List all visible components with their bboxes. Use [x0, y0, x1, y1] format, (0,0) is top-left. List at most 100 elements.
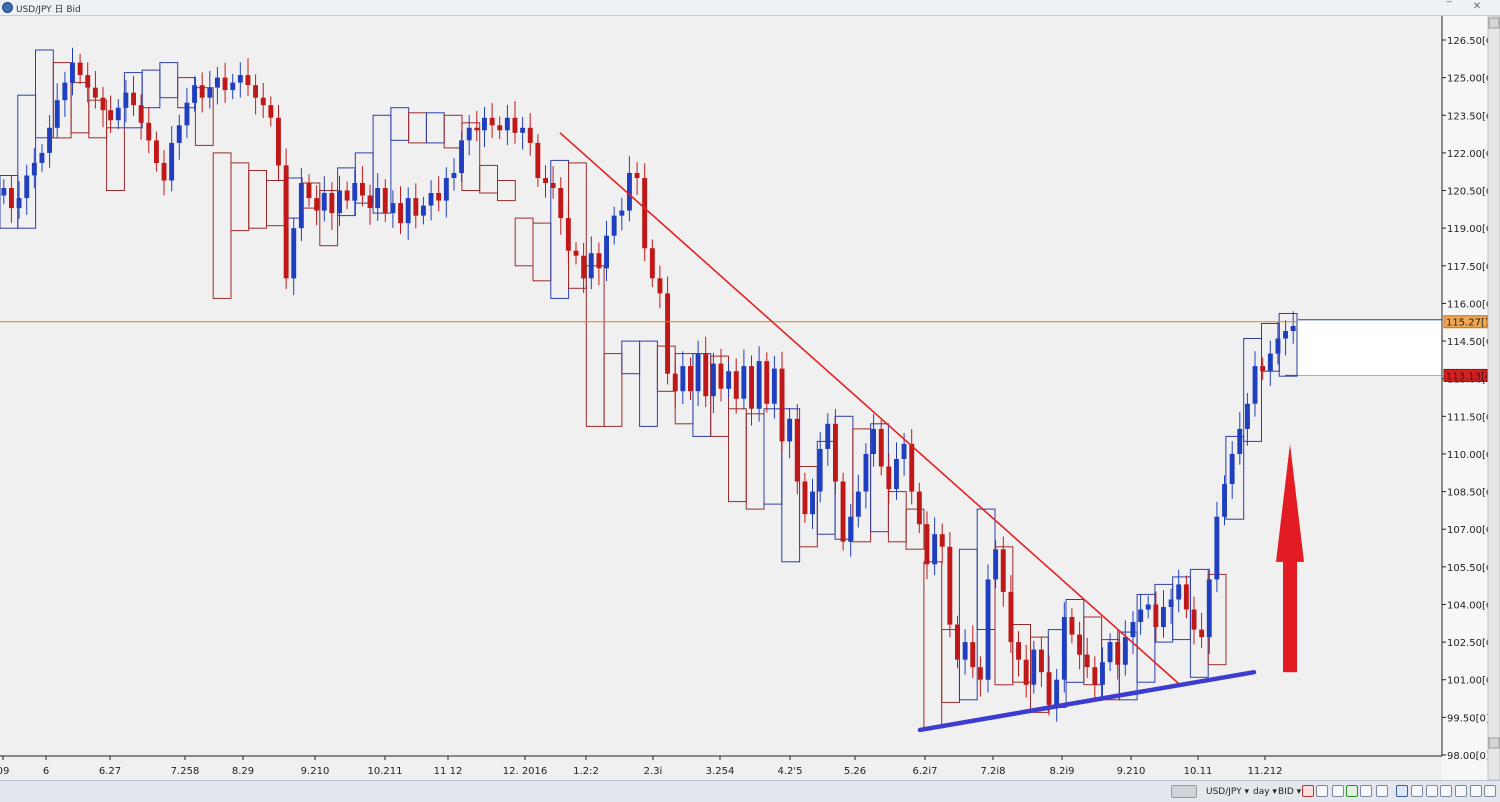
arrow-tool-icon[interactable] [1376, 785, 1388, 797]
candle-body [375, 188, 381, 209]
candle-body [649, 248, 655, 279]
candle-body [154, 140, 159, 163]
chart-toolbar: USD/JPY ▾ day ▾ BID ▾ [0, 780, 1500, 802]
candle-body [1222, 484, 1227, 517]
candle-body [924, 524, 930, 565]
candle-body [1107, 642, 1113, 663]
candle-body [1016, 642, 1021, 660]
candle-body [245, 75, 251, 86]
projection-box [1298, 320, 1442, 376]
candle-body [451, 173, 457, 178]
scroll-track [1487, 16, 1500, 780]
window-icon[interactable] [1470, 785, 1482, 797]
candle-body [314, 198, 320, 211]
window-icon[interactable] [1440, 785, 1452, 797]
candle-body [482, 117, 487, 131]
date-tick-label: 11 12 [434, 766, 463, 777]
candle-body [771, 368, 777, 404]
candle-body [642, 178, 648, 249]
candle-body [535, 142, 541, 178]
candle-body [39, 152, 45, 163]
calculator-icon[interactable] [1396, 785, 1408, 797]
crosshair-icon[interactable] [1360, 785, 1372, 797]
price-tick-label: 117.50[0] [1447, 262, 1496, 273]
price-tick-label: 125.00[0] [1447, 74, 1496, 85]
candle-body [31, 162, 37, 176]
candle-body [901, 443, 907, 459]
candle-body [108, 110, 114, 121]
low-marker-tag [1443, 368, 1488, 382]
date-tick-label: 9.210 [1117, 766, 1146, 777]
price-tick-label: 120.50[0] [1447, 187, 1496, 198]
candle-body [527, 127, 533, 143]
candle-body [260, 97, 266, 106]
weekly-range-box [372, 114, 392, 214]
candle-body [558, 188, 564, 219]
green-flag-icon[interactable] [1346, 785, 1358, 797]
weekly-range-box [887, 491, 907, 543]
candle-body [413, 198, 419, 216]
cross-icon[interactable] [1332, 785, 1344, 797]
date-tick-label: 6 [43, 766, 49, 777]
candle-body [993, 549, 999, 580]
candle-body [1260, 366, 1266, 372]
price-chart[interactable]: 126.50[0] 125.00[0] 123.50[0] 122.00[0] 120.… [0, 16, 1500, 780]
candle-body [360, 183, 365, 196]
candle-body [77, 62, 83, 76]
candle-body [512, 117, 518, 133]
weekly-range-box [1278, 313, 1298, 377]
candle-body [474, 127, 480, 131]
close-button[interactable]: ✕ [1472, 1, 1482, 12]
daily-candles [1, 47, 1296, 722]
symbol-dropdown[interactable]: USD/JPY ▾ [1206, 787, 1250, 797]
candle-body [405, 198, 411, 224]
candle-body [848, 516, 854, 542]
candle-body [840, 481, 846, 542]
minimize-button[interactable]: ‾ [1446, 1, 1452, 12]
arrow-shaft [1283, 559, 1297, 673]
candle-body [459, 140, 464, 173]
candle-body [253, 85, 258, 98]
candle-body [222, 77, 228, 91]
candle-body [47, 127, 52, 153]
arrow-head [1276, 443, 1304, 562]
candle-body [863, 453, 869, 492]
candle-body [1283, 331, 1288, 339]
candle-body [962, 642, 968, 660]
date-tick-label: 2.3i [644, 766, 663, 777]
candle-body [710, 363, 716, 397]
date-tick-label: 10.11 [1184, 766, 1213, 777]
candle-body [54, 100, 60, 128]
date-tick-label: 11.212 [1248, 766, 1283, 777]
candle-body [115, 107, 121, 121]
window-icon[interactable] [1484, 785, 1496, 797]
line-tool-icon[interactable] [1316, 785, 1328, 797]
candle-body [1, 188, 7, 196]
candle-body [627, 173, 632, 211]
candle-body [489, 117, 495, 126]
candle-body [741, 366, 747, 399]
marker-icon[interactable] [1302, 785, 1314, 797]
weekly-range-box [17, 94, 37, 229]
candle-body [1039, 649, 1044, 673]
horizontal-scrollbar-thumb[interactable] [1171, 785, 1197, 798]
candle-body [466, 127, 472, 141]
window-icon[interactable] [1455, 785, 1467, 797]
candle-body [794, 418, 800, 482]
weekly-range-box [159, 62, 179, 99]
window-icon[interactable] [1426, 785, 1438, 797]
weekly-range-box [763, 408, 783, 505]
candle-body [1115, 642, 1121, 665]
period-dropdown[interactable]: day ▾ [1253, 787, 1277, 797]
price-tick-label: 123.50[0] [1447, 111, 1496, 122]
candle-body [680, 366, 686, 392]
candle-body [1100, 662, 1105, 685]
date-tick-label: 6.2i7 [912, 766, 937, 777]
candle-body [131, 92, 136, 106]
table-icon[interactable] [1411, 785, 1423, 797]
candle-body [1206, 579, 1212, 638]
candle-body [497, 125, 503, 131]
price-type-dropdown[interactable]: BID ▾ [1278, 787, 1302, 797]
window-title: USD/JPY 日 Bid [16, 5, 81, 15]
price-tick-label: 108.50[0] [1447, 488, 1496, 499]
